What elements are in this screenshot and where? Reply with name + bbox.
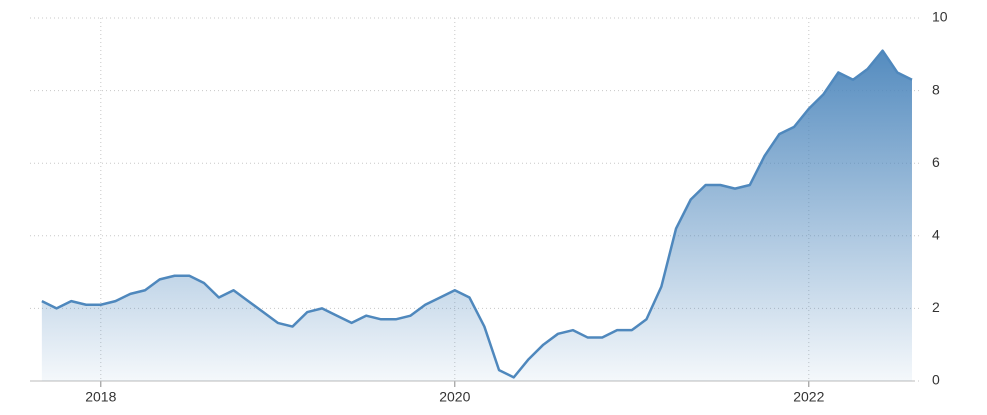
y-tick-label: 10	[932, 9, 948, 25]
area-fill	[41, 50, 912, 382]
y-tick-label: 8	[932, 81, 940, 97]
y-tick-label: 0	[932, 372, 940, 388]
line	[41, 49, 913, 379]
y-tick-label: 4	[932, 227, 940, 243]
x-tick-label: 2020	[439, 389, 470, 405]
y-tick-label: 6	[932, 154, 940, 170]
y-tick-label: 2	[932, 299, 940, 315]
x-tick-label: 2018	[85, 389, 116, 405]
x-tick-label: 2022	[793, 389, 824, 405]
